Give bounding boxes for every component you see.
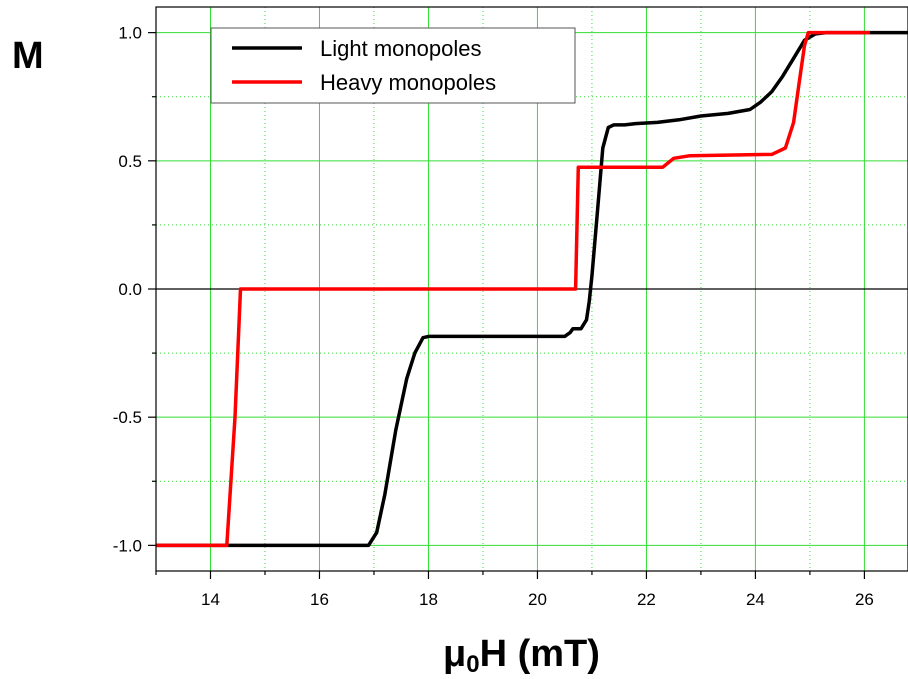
x-tick-label: 26 — [855, 590, 874, 609]
x-tick-label: 20 — [528, 590, 547, 609]
y-tick-label: 0.5 — [118, 152, 142, 171]
x-axis-label-subscript: 0 — [466, 651, 479, 678]
series-line-0 — [156, 30, 908, 548]
legend-label-heavy: Heavy monopoles — [320, 70, 496, 95]
series-layer — [156, 30, 908, 548]
x-tick-label: 16 — [310, 590, 329, 609]
y-tick-label: 0.0 — [118, 280, 142, 299]
y-tick-label: -0.5 — [113, 408, 142, 427]
series-line-1 — [156, 30, 870, 548]
y-tick-label: 1.0 — [118, 24, 142, 43]
legend-label-light: Light monopoles — [320, 36, 481, 61]
x-axis-label: μ0H (mT) — [443, 633, 600, 678]
legend-box — [210, 27, 576, 104]
x-tick-label: 22 — [637, 590, 656, 609]
x-tick-label: 14 — [201, 590, 220, 609]
x-tick-label: 18 — [419, 590, 438, 609]
x-axis-label-suffix: H (mT) — [480, 633, 600, 675]
legend: Light monopoles Heavy monopoles — [210, 27, 576, 104]
x-axis-label-prefix: μ — [443, 633, 466, 675]
tick-labels: 14 16 18 20 22 24 26 -1.0 -0.5 0.0 0.5 1.0 — [113, 24, 874, 609]
y-tick-label: -1.0 — [113, 536, 142, 555]
y-axis-label: M — [12, 35, 44, 77]
axis-ticks — [148, 32, 866, 579]
x-tick-label: 24 — [746, 590, 765, 609]
